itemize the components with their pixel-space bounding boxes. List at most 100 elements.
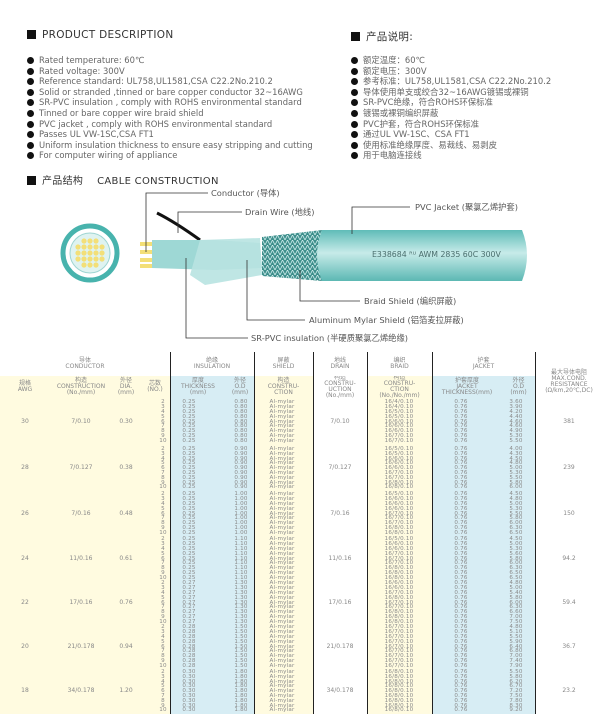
conductor-construction-value: 17/0.16 xyxy=(69,598,93,606)
insulation-od-stack-line: 1.30 xyxy=(234,614,248,620)
jacket-thickness-stack-line: 0.76 xyxy=(454,437,468,444)
insulation-thickness-stack-line: 0.30 xyxy=(182,683,196,690)
insulation-thickness-stack-line: 0.25 xyxy=(182,524,196,531)
insulation-thickness-stack-line: 0.30 xyxy=(182,688,196,695)
jacket-od-stack-line: 9.20 xyxy=(509,707,523,714)
jacket-thickness-stack-line: 0.76 xyxy=(454,524,468,531)
insulation-thickness-stack-line: 0.27 xyxy=(182,614,196,620)
jacket-od-stack-line: 4.90 xyxy=(509,428,523,435)
jacket-od-stack-line: 5.50 xyxy=(509,510,523,517)
cores-stack-line: 2 xyxy=(161,536,165,543)
column-header-resistance: 最大导体电阻 MAX.COND. RESISTANCE (Ω/km,20℃,DC… xyxy=(545,368,593,395)
jacket-thickness-stack-line: 0.76 xyxy=(454,707,468,714)
cores-stack-line: 5 xyxy=(161,550,165,557)
jacket-od-stack-line: 3.90 xyxy=(509,404,523,411)
cell-bg xyxy=(140,398,170,446)
cell-bg xyxy=(112,669,140,714)
jacket-thickness-stack-line: 0.76 xyxy=(454,560,468,567)
cores-stack-line: 2 xyxy=(161,580,165,587)
shield-stack-line: Al-mylar xyxy=(269,510,295,517)
insulation-od-stack-line: 1.80 xyxy=(234,673,248,680)
braid-stack-line: 16/7/0.10 xyxy=(384,634,414,641)
shield-stack-line: Al-mylar xyxy=(269,520,295,527)
column-header-awg: 规格 AWG xyxy=(0,376,50,398)
jacket-thickness-stack-line: 0.76 xyxy=(454,604,468,611)
cell-bg xyxy=(367,581,432,625)
jacket-thickness-stack-line: 0.76 xyxy=(454,445,468,452)
cell-bg xyxy=(112,625,140,669)
jacket-od-stack-line: 5.80 xyxy=(509,673,523,680)
insulation-thickness-stack-line: 0.25 xyxy=(182,445,196,452)
jacket-thickness-stack-line: 0.76 xyxy=(454,529,468,536)
jacket-thickness-stack-line: 0.76 xyxy=(454,505,468,512)
cell-bg xyxy=(170,398,226,446)
conductor-strand xyxy=(81,244,87,250)
insulation-label: SR-PVC insulation (半硬质聚氯乙烯绝缘) xyxy=(251,333,409,343)
construction-title-en: CABLE CONSTRUCTION xyxy=(97,176,219,187)
shield-stack-line: Al-mylar xyxy=(269,565,295,572)
insulation-od-stack: 0.90 0.90 0.90 0.90 0.90 0.90 0.90 0.90 0.90 xyxy=(230,445,252,490)
description-item: 额定温度：60℃ xyxy=(351,55,551,66)
insulation-thickness-stack-line: 0.28 xyxy=(182,658,196,664)
cores-stack-line: 5 xyxy=(161,505,165,512)
insulation-od-stack-line: 1.30 xyxy=(234,590,248,597)
cores-stack-line: 7 xyxy=(161,515,165,522)
braid-stack: 16/5/0.10 16/5/0.10 16/6/0.10 16/6/0.10 16/6… xyxy=(378,446,420,490)
cores-stack-line: 4 xyxy=(161,455,165,462)
conductor-strand xyxy=(87,250,93,256)
braid-stack: 16/5/0.10 16/6/0.10 16/6/0.10 16/6/0.10 16/7… xyxy=(378,492,420,536)
description-item: 用于电脑连接线 xyxy=(351,150,551,161)
cell-bg xyxy=(140,625,170,669)
braid-stack-line: 16/5/0.10 xyxy=(384,413,414,420)
column-header-jacket_thickness: 护套厚度 JACKET THICKNESS(mm) xyxy=(432,376,502,398)
insulation-thickness-stack-line: 0.28 xyxy=(182,634,196,641)
cores-stack-line: 8 xyxy=(161,520,165,527)
insulation-od-stack-line: 0.90 xyxy=(234,465,248,472)
cores-stack-line: 8 xyxy=(161,697,165,704)
shield-stack-line: Al-mylar xyxy=(269,702,295,709)
cores-stack-line: 7 xyxy=(161,469,165,476)
conductor-strand xyxy=(75,250,81,256)
jacket-thickness-stack-line: 0.76 xyxy=(454,590,468,597)
shield-stack-line: Al-mylar xyxy=(269,524,295,531)
cell-bg xyxy=(50,537,112,581)
insulation-thickness-stack-line: 0.25 xyxy=(182,474,196,481)
cell-bg xyxy=(50,491,112,537)
insulation-od-stack-line: 0.90 xyxy=(234,445,248,452)
cell-bg xyxy=(50,625,112,669)
insulation-od-stack-line: 1.50 xyxy=(234,634,248,641)
jacket-thickness-stack: 0.76 0.76 0.76 0.76 0.76 0.76 0.76 0.76 0.76 xyxy=(450,625,472,669)
cores-stack-line: 8 xyxy=(161,565,165,572)
shield-stack-line: Al-mylar xyxy=(269,455,295,462)
insulation-od-stack-line: 0.90 xyxy=(234,474,248,481)
insulation-thickness-stack-line: 0.25 xyxy=(182,536,196,543)
jacket-thickness-stack-line: 0.76 xyxy=(454,491,468,498)
braid-stack-line: 16/6/0.10 xyxy=(384,423,414,430)
awg-value: 24 xyxy=(21,554,29,562)
insulation-thickness-stack-line: 0.25 xyxy=(182,565,196,572)
cores-stack-line: 6 xyxy=(161,465,165,472)
column-header-drain_construction: 构造 CONSTRU- UCTION (No./mm) xyxy=(324,376,356,398)
description-item: SR-PVC insulation , comply with ROHS env… xyxy=(27,97,313,108)
insulation-thickness-stack-line: 0.25 xyxy=(182,574,196,581)
cores-stack-line: 9 xyxy=(161,524,165,531)
insulation-od-stack-line: 1.80 xyxy=(234,688,248,695)
jacket-thickness-stack: 0.76 0.76 0.76 0.76 0.76 0.76 0.76 0.76 0.76 xyxy=(450,581,472,625)
jacket-thickness-stack-line: 0.76 xyxy=(454,634,468,641)
insulation-thickness-stack-line: 0.27 xyxy=(182,599,196,606)
description-item: Uniform insulation thickness to ensure e… xyxy=(27,140,313,151)
square-bullet-icon xyxy=(27,30,36,39)
jacket-od-stack-line: 6.70 xyxy=(509,683,523,690)
cores-stack-line: 4 xyxy=(161,546,165,553)
braid-stack-line: 16/7/0.10 xyxy=(384,555,414,562)
insulation-od-stack-line: 1.10 xyxy=(234,565,248,572)
cores-stack-line: 4 xyxy=(161,501,165,507)
group-header-insulation: 绝缘 INSULATION xyxy=(193,356,231,370)
jacket-thickness-stack-line: 0.76 xyxy=(454,515,468,522)
insulation-thickness-stack-line: 0.25 xyxy=(182,570,196,576)
column-header-cond_construction: 构造 CONSTRUCTION (No./mm) xyxy=(50,376,112,398)
drain-construction-value: 7/0.10 xyxy=(330,417,350,425)
braid-stack: 16/5/0.10 16/6/0.10 16/6/0.10 16/7/0.10 16/7… xyxy=(378,537,420,581)
jacket-od-stack-line: 3.60 xyxy=(509,399,523,406)
insulation-thickness-stack-line: 0.28 xyxy=(182,638,196,645)
